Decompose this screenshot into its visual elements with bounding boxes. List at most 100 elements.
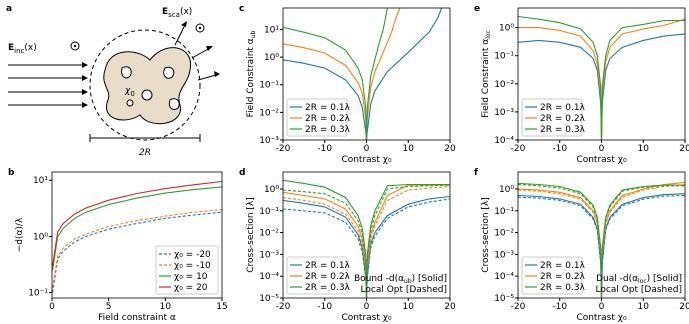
x-tick-label: 0 [599, 144, 605, 154]
y-tick-label: 10⁻² [259, 229, 279, 239]
annotation-part: Local Opt [Dashed] [596, 285, 682, 295]
legend-label: 2R = 0.3λ [305, 125, 351, 135]
bounding-circle [89, 29, 201, 141]
legend-label: 2R = 0.2λ [305, 272, 351, 282]
legend-label: 2R = 0.2λ [305, 114, 351, 124]
x-axis-label: Contrast χ₀ [341, 155, 392, 165]
series-line [518, 193, 685, 298]
legend-box [286, 98, 348, 137]
x-tick-label: 10 [160, 302, 172, 312]
legend-label: χ₀ = -10 [174, 261, 211, 271]
y-tick-label: 10⁻⁴ [494, 272, 514, 282]
y-tick-label: 10⁰ [499, 24, 514, 34]
y-tick-label: 10⁰ [264, 53, 279, 63]
x-tick-label: 10 [638, 302, 650, 312]
x-tick-label: 20 [679, 302, 689, 312]
legend-label: χ₀ = 20 [174, 283, 208, 293]
scattered-label: Esca(x) [162, 7, 192, 19]
legend-label: χ₀ = -20 [174, 250, 211, 260]
series-line [52, 209, 222, 289]
series-line [518, 33, 685, 140]
y-tick-label: 10¹ [264, 25, 279, 35]
legend-label: 2R = 0.2λ [540, 272, 586, 282]
y-axis-label-part: Field Constraint α [246, 38, 256, 117]
x-tick-label: 10 [638, 144, 650, 154]
polarization-icon [195, 23, 205, 33]
annotation-part: ) [Solid] [647, 274, 682, 284]
x-tick-label: 0 [599, 302, 605, 312]
y-axis-label: Field Constraint αloc [481, 30, 492, 118]
series-line [283, 184, 450, 298]
y-tick-label: 10⁻⁵ [494, 294, 514, 304]
inclusions [121, 66, 180, 111]
annotation-part: Bound -d(α [354, 274, 404, 284]
y-tick-label: 10⁻² [259, 108, 279, 118]
x-tick-label: -20 [511, 302, 526, 312]
annotation-part: Local Opt [Dashed] [361, 285, 447, 295]
series-line [283, 179, 450, 298]
panel-label: f [474, 168, 478, 178]
y-axis-label: Cross-section [λ] [481, 197, 491, 273]
y-tick-label: 10⁰ [33, 232, 48, 242]
y-tick-label: 10⁰ [264, 185, 279, 195]
x-tick-label: -20 [511, 144, 526, 154]
series-line [283, 8, 388, 140]
series-line [518, 183, 685, 298]
legend-box [521, 256, 583, 295]
series-line [283, 185, 450, 298]
y-axis-label-part: loc [485, 30, 492, 39]
y-axis-label: Cross-section [λ] [246, 197, 256, 273]
panel-label: e [474, 4, 480, 14]
legend-label: 2R = 0.1λ [540, 103, 586, 113]
plot-lines [283, 8, 443, 140]
x-tick-label: 0 [364, 144, 370, 154]
y-axis-label: −d(α)/λ [15, 217, 25, 252]
legend-label: 2R = 0.3λ [540, 283, 586, 293]
incident-label: Einc(x) [8, 43, 37, 55]
x-axis-label: Contrast χ₀ [576, 155, 627, 165]
y-tick-label: 10⁰ [499, 185, 514, 195]
x-tick-label: 10 [403, 144, 415, 154]
x-tick-label: -10 [552, 144, 567, 154]
annotation: Local Opt [Dashed] [361, 285, 447, 295]
y-tick-label: 10⁻³ [494, 108, 514, 118]
legend-label: 2R = 0.2λ [540, 114, 586, 124]
y-tick-label: 10⁻⁵ [259, 294, 279, 304]
x-tick-label: 0 [364, 302, 370, 312]
scattered-arrows [174, 24, 217, 81]
material-label: χ0 [124, 86, 135, 98]
diameter-label: 2R [139, 148, 151, 158]
panel-label: c [239, 4, 244, 14]
plot-frame [517, 7, 686, 141]
polarization-dot [198, 26, 202, 30]
series-line [283, 198, 450, 298]
y-tick-label: 10⁻⁴ [259, 272, 279, 282]
plot-frame [282, 7, 451, 141]
panel-label: d [239, 168, 245, 178]
scattered-heads [181, 21, 220, 77]
y-tick-label: 10⁻⁴ [494, 136, 514, 146]
annotation: Bound -d(αub) [Solid] [354, 274, 447, 285]
y-tick-label: 10⁻² [494, 229, 514, 239]
polarization-icon [70, 41, 80, 51]
legend-box [286, 256, 348, 295]
series-line [518, 182, 685, 298]
x-tick-label: -20 [276, 144, 291, 154]
annotation-part: Dual -d(α [596, 274, 638, 284]
series-line [518, 15, 685, 140]
plot-frame [282, 171, 451, 299]
plot-lines [518, 181, 685, 298]
y-tick-label: 10⁻² [494, 80, 514, 90]
y-tick-label: 10⁻¹ [494, 207, 514, 217]
legend-label: 2R = 0.1λ [540, 261, 586, 271]
y-tick-label: 10⁻³ [259, 136, 279, 146]
series-line [283, 8, 401, 140]
x-tick-label: -10 [317, 302, 332, 312]
x-tick-label: -10 [317, 144, 332, 154]
arrow-heads [82, 62, 88, 108]
legend-label: χ₀ = 10 [174, 272, 208, 282]
y-axis-label-part: Field Constraint α [481, 39, 491, 118]
legend-label: 2R = 0.3λ [540, 125, 586, 135]
x-axis-label: Field constraint α [98, 313, 176, 323]
